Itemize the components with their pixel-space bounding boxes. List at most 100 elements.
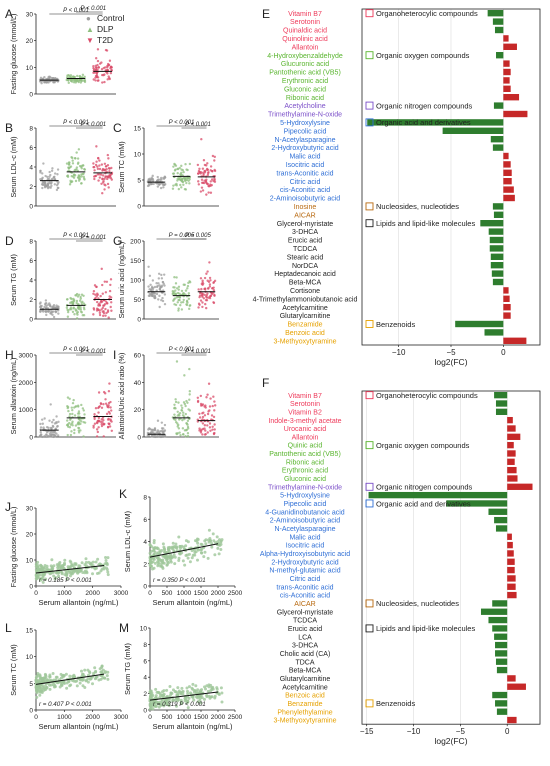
- data-point: [163, 293, 167, 296]
- data-point: [157, 178, 160, 181]
- scatter-point: [186, 692, 190, 696]
- scatter-point: [68, 559, 72, 563]
- scatter-point: [151, 560, 155, 564]
- data-point: [75, 166, 79, 169]
- data-point: [105, 168, 108, 171]
- metabolite-label: Pantothenic acid (VB5): [269, 451, 341, 458]
- data-point: [75, 151, 78, 154]
- data-point: [207, 191, 210, 194]
- data-point: [183, 417, 186, 421]
- data-point: [183, 177, 187, 180]
- data-point: [53, 172, 57, 175]
- scatter-point: [179, 692, 183, 696]
- scatter-point: [219, 539, 223, 543]
- scatter-point: [52, 574, 56, 578]
- group-legend-box: [365, 624, 374, 633]
- scatter-point: [57, 571, 61, 575]
- scatter-point: [54, 576, 58, 580]
- y-tick-label: 2000: [19, 380, 34, 387]
- scatter-point: [165, 688, 169, 692]
- data-point: [198, 412, 201, 415]
- data-point: [108, 425, 112, 428]
- data-point: [213, 400, 216, 403]
- scatter-point: [105, 561, 109, 565]
- group-legend-label: Benzenoids: [376, 699, 415, 708]
- x-tick-label: 1500: [194, 590, 209, 597]
- data-point: [97, 391, 101, 394]
- data-point: [67, 81, 70, 85]
- data-point: [210, 414, 214, 417]
- data-point: [83, 413, 86, 416]
- group-legend-box: [365, 51, 374, 60]
- data-point: [72, 75, 75, 78]
- data-point: [75, 299, 79, 303]
- data-point: [97, 406, 100, 410]
- data-point: [100, 299, 103, 303]
- y-axis-label: Serum TC (mM): [9, 644, 18, 695]
- panel-letter: E: [262, 7, 270, 21]
- scatter-point: [44, 687, 48, 691]
- data-point: [173, 276, 176, 279]
- data-point: [184, 163, 187, 166]
- scatter-point: [204, 542, 208, 546]
- data-point: [109, 278, 113, 281]
- data-point: [179, 183, 182, 187]
- data-point: [44, 184, 48, 187]
- scatter-point: [57, 562, 61, 566]
- data-point: [188, 162, 192, 166]
- data-point: [109, 283, 112, 287]
- data-point: [49, 430, 52, 433]
- data-point: [209, 184, 212, 188]
- y-tick-label: 15: [134, 126, 142, 133]
- data-point: [71, 156, 74, 160]
- scatter-point: [106, 670, 110, 674]
- bar: [503, 186, 514, 193]
- y-tick-label: 50: [134, 297, 142, 304]
- data-point: [74, 424, 78, 427]
- group-legend-box: [365, 391, 374, 400]
- group-legend-label: Organic acid and derivatives: [376, 499, 471, 508]
- data-point: [153, 285, 157, 289]
- data-point: [203, 293, 206, 296]
- data-point: [66, 298, 69, 301]
- data-point: [41, 77, 45, 80]
- data-point: [81, 73, 85, 77]
- data-point: [163, 273, 166, 276]
- scatter-point: [213, 553, 217, 557]
- scatter-point: [149, 706, 153, 710]
- bar: [488, 228, 504, 235]
- data-point: [93, 417, 96, 421]
- data-point: [205, 193, 208, 196]
- bar: [367, 119, 504, 126]
- scatter-point: [190, 549, 194, 553]
- y-tick-label: 8: [29, 239, 33, 246]
- bar: [492, 278, 504, 286]
- data-point: [188, 409, 192, 412]
- data-point: [182, 298, 185, 302]
- data-point: [213, 428, 216, 431]
- data-point: [207, 410, 210, 413]
- y-tick-label: 20: [134, 407, 142, 414]
- y-tick-label: 2: [143, 691, 147, 698]
- scatter-point: [168, 685, 172, 689]
- panel-letter: A: [5, 7, 13, 21]
- scatter-point: [192, 698, 196, 702]
- y-tick-label: 4: [29, 165, 33, 172]
- y-axis-label: Serum LDL-c (mM): [123, 511, 132, 572]
- scatter-point: [71, 674, 75, 678]
- data-point: [208, 283, 212, 286]
- metabolite-label: Erythronic acid: [282, 78, 328, 85]
- metabolite-label: Vitamin B7: [288, 393, 322, 400]
- scatter-point: [150, 702, 154, 706]
- x-tick-label: 0: [505, 727, 510, 736]
- data-point: [51, 167, 54, 170]
- data-point: [77, 426, 80, 430]
- data-point: [207, 382, 211, 385]
- data-point: [208, 285, 212, 288]
- data-point: [71, 162, 75, 165]
- scatter-point: [67, 680, 71, 684]
- data-point: [206, 270, 209, 273]
- bar: [496, 52, 504, 59]
- scatter-point: [208, 696, 212, 700]
- x-tick-label: 3000: [114, 714, 129, 721]
